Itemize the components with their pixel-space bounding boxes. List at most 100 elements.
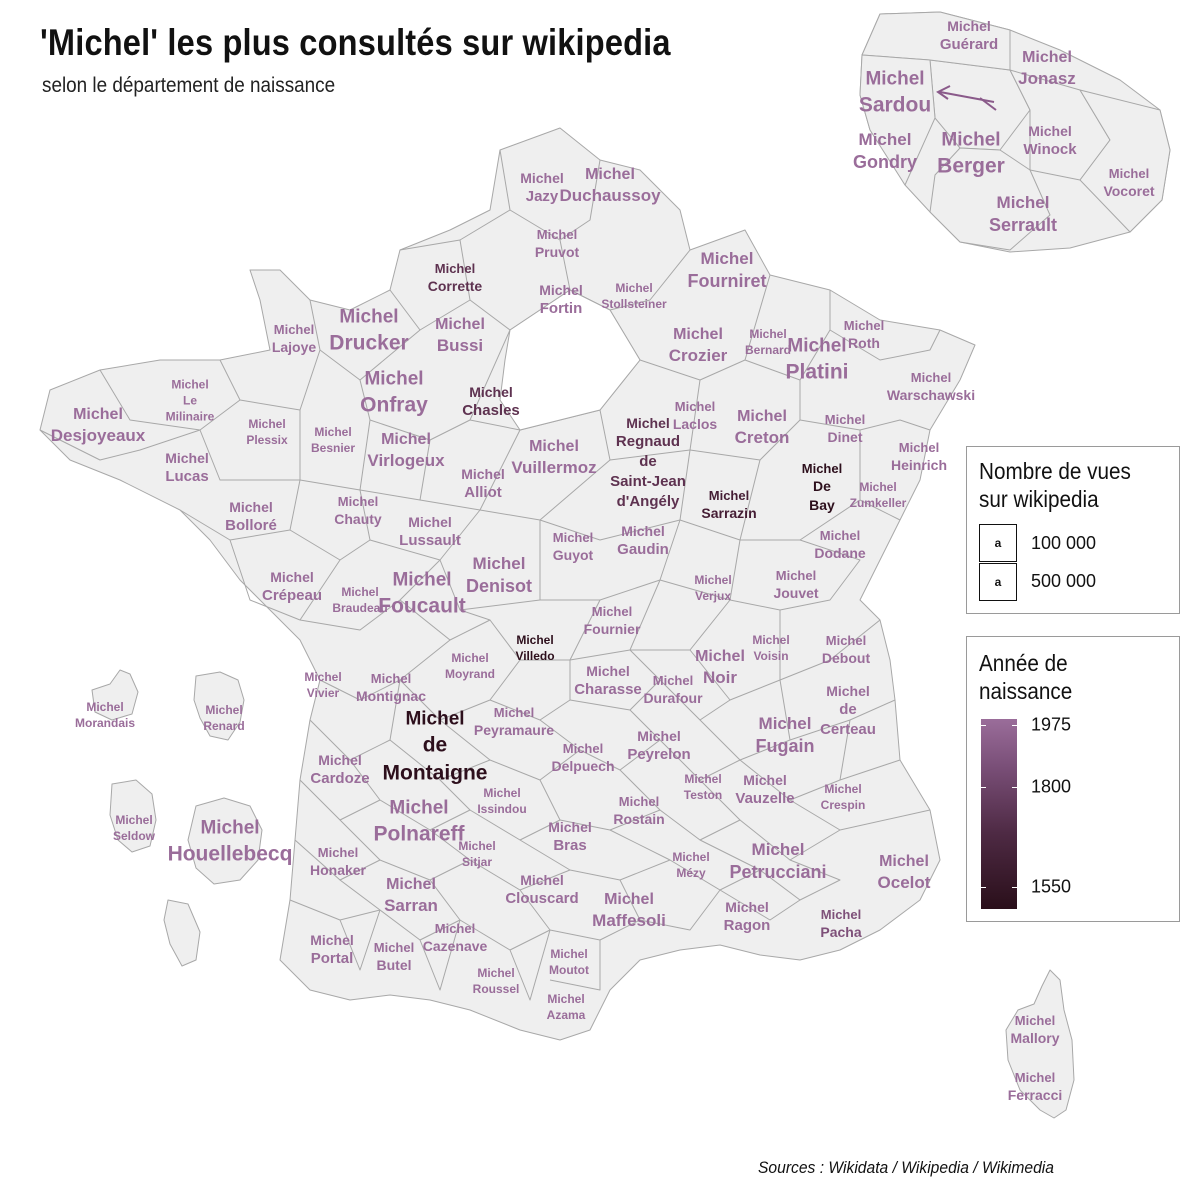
michel-name-line: Lussault xyxy=(399,532,461,550)
department-michel-label: Michel Portal xyxy=(310,931,354,969)
michel-name-line: Michel xyxy=(550,947,588,962)
department-michel-label: Michel Roussel xyxy=(473,966,520,998)
michel-name-line: Ferracci xyxy=(1007,1087,1063,1104)
michel-name-line: Michel xyxy=(469,383,513,400)
michel-name-line: Michel xyxy=(310,931,354,948)
michel-name-line: Braudeau xyxy=(332,601,388,615)
department-michel-label: Michel Durafour xyxy=(643,672,702,708)
michel-name-line: Besnier xyxy=(310,441,356,455)
michel-name-line: Jonasz xyxy=(1018,69,1076,89)
michel-name-line: Stollsteiner xyxy=(601,297,667,311)
department-michel-label: Michel Guérard xyxy=(940,17,998,55)
department-michel-label: Michel Bras xyxy=(548,818,592,856)
michel-name-line: Michel xyxy=(529,438,579,456)
department-michel-label: Michel Vuillermoz xyxy=(511,436,596,480)
michel-name-line: Laclos xyxy=(672,416,718,433)
department-michel-label: Michel Cardoze xyxy=(310,751,369,789)
department-michel-label: Michel Roth xyxy=(844,317,884,353)
michel-name-line: Michel xyxy=(618,794,660,810)
michel-name-line: Ragon xyxy=(723,917,771,935)
michel-name-line: Renard xyxy=(203,719,245,733)
department-michel-label: Michel Bussi xyxy=(435,314,485,358)
michel-name-line: Michel xyxy=(725,898,769,915)
department-michel-label: Michel Gondry xyxy=(853,129,917,175)
michel-name-line: Debout xyxy=(821,650,871,667)
michel-name-line: De xyxy=(813,478,831,495)
department-michel-label: Michel Lucas xyxy=(165,449,209,487)
michel-name-line: Serrault xyxy=(988,215,1058,236)
michel-name-line: Bussi xyxy=(436,336,484,356)
michel-name-line: Plessix xyxy=(246,433,288,447)
department-michel-label: Michel Mézy xyxy=(672,850,709,882)
michel-name-line: Michel xyxy=(317,845,359,861)
michel-name-line: Michel xyxy=(758,713,812,733)
michel-name-line: Gondry xyxy=(852,152,918,173)
michel-name-line: Michel xyxy=(695,648,745,666)
michel-name-line: Michel xyxy=(749,327,787,342)
michel-name-line: Zumkeller xyxy=(849,496,907,510)
michel-name-line: Verjux xyxy=(694,589,732,603)
michel-name-line: Michel xyxy=(392,569,452,591)
michel-name-line: Michel xyxy=(539,281,583,298)
michel-name-line: Michel xyxy=(674,399,716,415)
michel-name-line: Michel xyxy=(604,891,654,909)
michel-name-line: Vocoret xyxy=(1103,183,1155,200)
michel-name-line: Michel xyxy=(708,488,750,504)
michel-name-line: Certeau xyxy=(820,721,876,739)
island-a xyxy=(91,669,139,721)
michel-name-line: Michel xyxy=(585,166,635,184)
michel-name-line: Michel xyxy=(637,727,681,744)
island-e xyxy=(163,899,201,967)
department-michel-label: Michel Pacha xyxy=(820,906,861,942)
michel-name-line: Michel xyxy=(562,741,604,757)
michel-name-line: Warschawski xyxy=(886,387,976,404)
michel-name-line: Durafour xyxy=(643,690,703,707)
michel-name-line: Moyrand xyxy=(444,667,496,681)
department-michel-label: Michel Fournier xyxy=(584,603,641,639)
michel-name-line: Michel xyxy=(548,818,592,835)
michel-name-line: Michel xyxy=(318,751,362,768)
colorbar-label-1800: 1800 xyxy=(1031,776,1072,797)
michel-name-line: Drucker xyxy=(329,331,409,355)
michel-name-line: Michel xyxy=(775,568,817,584)
department-michel-label: Michel Sarrazin xyxy=(701,487,756,523)
island-d xyxy=(187,797,263,885)
department-michel-label: Michel Sitjar xyxy=(458,839,495,871)
michel-name-line: Fourniret xyxy=(687,271,767,292)
michel-name-line: Michel xyxy=(483,786,521,801)
year-legend-title: Année de naissance xyxy=(979,650,1073,705)
michel-name-line: Charasse xyxy=(574,681,642,699)
michel-name-line: Michel xyxy=(626,415,670,432)
michel-name-line: Bras xyxy=(553,837,587,855)
michel-name-line: Vauzelle xyxy=(735,790,795,808)
michel-name-line: Michel xyxy=(819,528,861,544)
michel-name-line: Michel xyxy=(389,797,449,819)
michel-name-line: Chauty xyxy=(334,511,382,528)
department-michel-label: Michel Ferracci xyxy=(1008,1069,1062,1105)
page-title: 'Michel' les plus consultés sur wikipedi… xyxy=(40,22,671,63)
department-michel-label: Michel Pruvot xyxy=(535,226,579,262)
department-michel-label: Michel Besnier xyxy=(311,425,355,457)
department-michel-label: Michel Crespin xyxy=(821,782,866,814)
michel-name-line: Michel xyxy=(165,449,209,466)
michel-name-line: Michel xyxy=(824,782,862,797)
michel-name-line: Rostain xyxy=(613,811,665,828)
department-michel-label: Michel Gaudin xyxy=(617,522,669,560)
michel-name-line: Villedo xyxy=(515,649,555,663)
michel-name-line: Michel xyxy=(752,633,790,648)
department-michel-label: Michel Crozier xyxy=(669,324,728,368)
michel-name-line: Michel xyxy=(73,406,123,424)
michel-name-line: Bernard xyxy=(744,343,792,357)
department-michel-label: Michel Noir xyxy=(695,646,745,690)
department-michel-label: Michel Serrault xyxy=(989,192,1057,238)
michel-name-line: Saint-Jean xyxy=(610,473,686,491)
department-michel-label: Michel Sarran xyxy=(384,874,438,918)
sources-note: Sources : Wikidata / Wikipedia / Wikimed… xyxy=(758,1158,1054,1177)
department-michel-label: Michel Le Milinaire xyxy=(166,377,215,424)
michel-name-line: Bay xyxy=(809,496,835,513)
department-michel-label: Michel Montignac xyxy=(356,670,426,706)
michel-name-line: Michel xyxy=(858,129,912,149)
department-michel-label: Michel Jouvet xyxy=(773,567,818,603)
